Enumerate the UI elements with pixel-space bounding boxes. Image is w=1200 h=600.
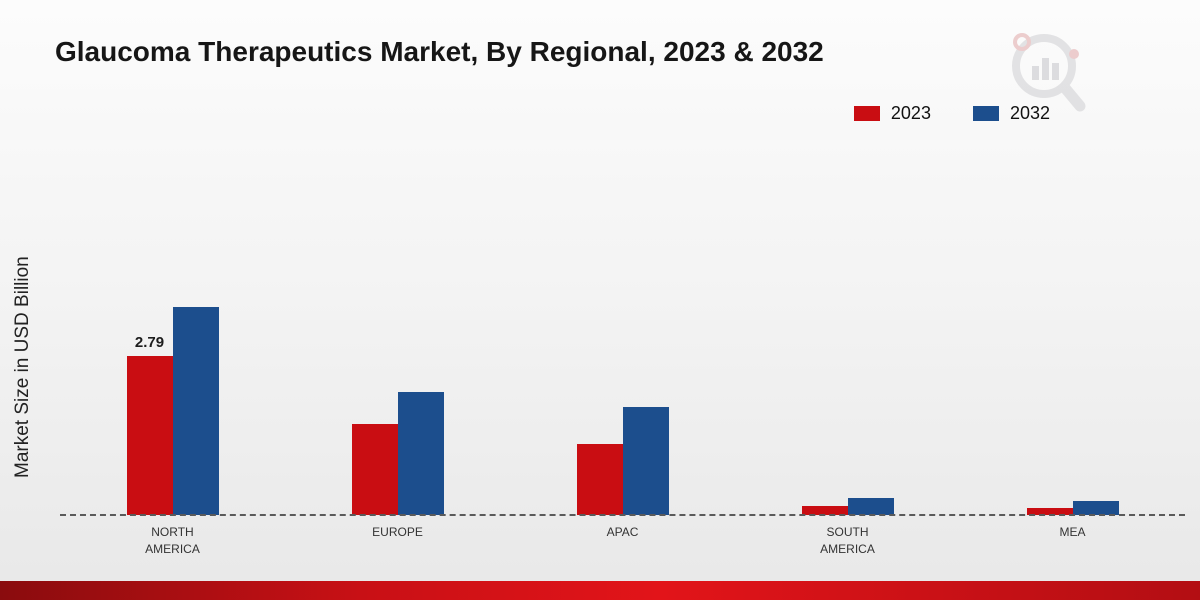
bar-group: 2.79 NORTH AMERICA [60,140,285,556]
legend: 2023 2032 [853,103,1050,124]
logo-dot-icon [1069,49,1079,59]
legend-swatch [853,106,880,121]
footer-bar [0,581,1200,600]
category-label: EUROPE [372,525,423,539]
bar-2032 [397,392,444,515]
legend-label: 2032 [1009,103,1050,123]
bar-group: APAC [510,140,735,539]
logo-bar-icon [1052,63,1059,80]
bar-2032 [622,407,669,515]
logo-dot-icon [1013,33,1031,51]
bar-2023 [801,506,848,515]
bar-2023 [1026,508,1073,515]
legend-label: 2023 [890,103,931,123]
logo-bar-icon [1042,58,1049,80]
bar-2032 [172,307,219,515]
bar-group: SOUTH AMERICA [735,140,960,556]
bar-pair [351,392,444,515]
legend-item-2032: 2032 [972,103,1050,124]
bar-2032 [847,498,894,515]
bar-groups: 2.79 NORTH AMERICA EUROPE APAC SOUTH AMERICA… [60,140,1185,556]
chart-title: Glaucoma Therapeutics Market, By Regiona… [55,36,824,67]
bar-group: EUROPE [285,140,510,539]
category-label: MEA [1059,525,1086,539]
magnifier-handle [1059,82,1086,112]
plot-area: 2.79 NORTH AMERICA EUROPE APAC SOUTH AMERICA… [60,140,1185,556]
legend-item-2023: 2023 [853,103,931,124]
bar-value-label: 2.79 [134,334,165,351]
category-label: NORTH AMERICA [145,525,200,556]
bar-2023: 2.79 [126,334,173,515]
legend-swatch [972,106,999,121]
category-label: APAC [606,525,639,539]
y-axis-label: Market Size in USD Billion [12,256,33,478]
bar-2023 [576,444,623,515]
bar-pair: 2.79 [126,307,219,515]
logo-bar-icon [1032,66,1039,80]
bar-group: MEA [960,140,1185,539]
bar-2032 [1072,501,1119,515]
bar-pair [1026,501,1119,515]
bar-pair [801,498,894,515]
zero-axis-line [60,514,1185,516]
bar-2023 [351,424,398,515]
brand-logo [1012,33,1086,112]
bar-pair [576,407,669,515]
magnifier-icon [1012,34,1076,98]
category-label: SOUTH AMERICA [820,525,875,556]
